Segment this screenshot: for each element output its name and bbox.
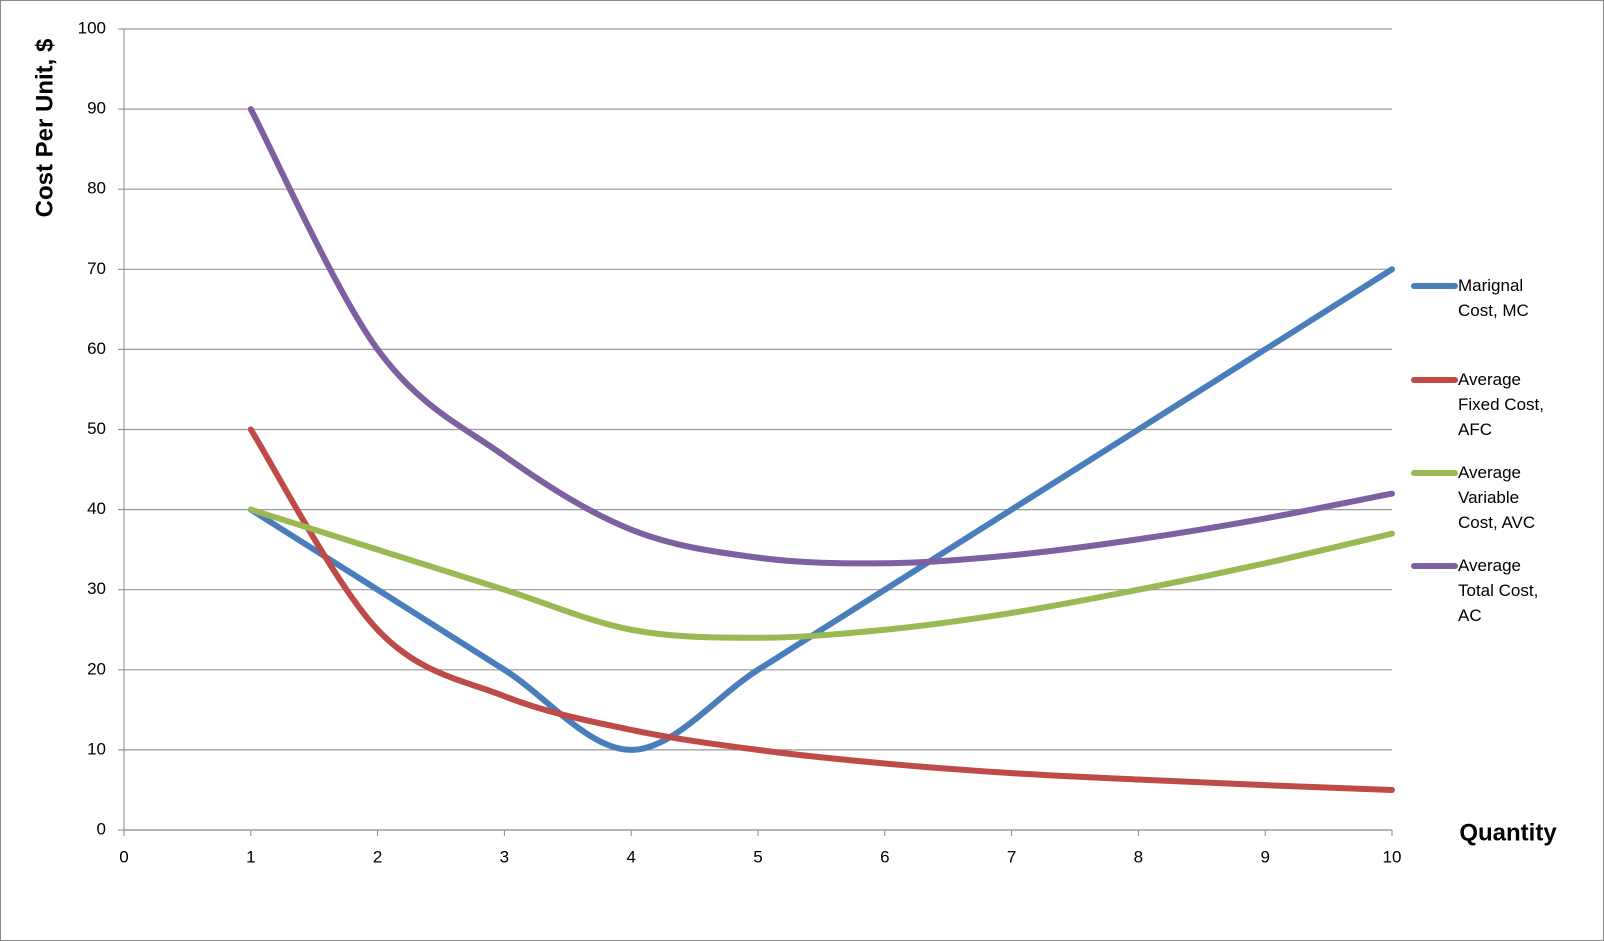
x-tick-label: 6 [880, 847, 889, 866]
legend-label: Marignal Cost, MC [1458, 276, 1529, 320]
y-tick-label: 20 [87, 659, 106, 678]
x-tick-label: 10 [1383, 847, 1402, 866]
x-tick-label: 9 [1260, 847, 1269, 866]
y-axis-label: Cost Per Unit, $ [31, 38, 58, 217]
y-tick-label: 10 [87, 739, 106, 758]
x-tick-label: 7 [1007, 847, 1016, 866]
x-tick-label: 1 [246, 847, 255, 866]
x-tick-label: 5 [753, 847, 762, 866]
y-tick-label: 40 [87, 499, 106, 518]
legend-label: Average Total Cost, AC [1458, 556, 1539, 625]
y-tick-label: 70 [87, 259, 106, 278]
x-axis-label: Quantity [1459, 819, 1557, 846]
x-tick-label: 4 [626, 847, 635, 866]
legend-label: Average Variable Cost, AVC [1458, 463, 1536, 532]
series-line [247, 266, 1395, 753]
x-tick-label: 8 [1134, 847, 1143, 866]
series-line [247, 506, 1395, 641]
y-tick-label: 50 [87, 419, 106, 438]
series-line [247, 106, 1395, 567]
x-tick-label: 3 [500, 847, 509, 866]
y-tick-label: 60 [87, 339, 106, 358]
series-line [247, 426, 1395, 793]
legend-label: Average Fixed Cost, AFC [1458, 370, 1544, 439]
y-tick-label: 0 [97, 819, 106, 838]
y-tick-label: 90 [87, 99, 106, 118]
y-tick-label: 100 [78, 18, 106, 37]
x-tick-label: 0 [119, 847, 128, 866]
y-tick-label: 30 [87, 579, 106, 598]
x-tick-label: 2 [373, 847, 382, 866]
y-tick-label: 80 [87, 179, 106, 198]
